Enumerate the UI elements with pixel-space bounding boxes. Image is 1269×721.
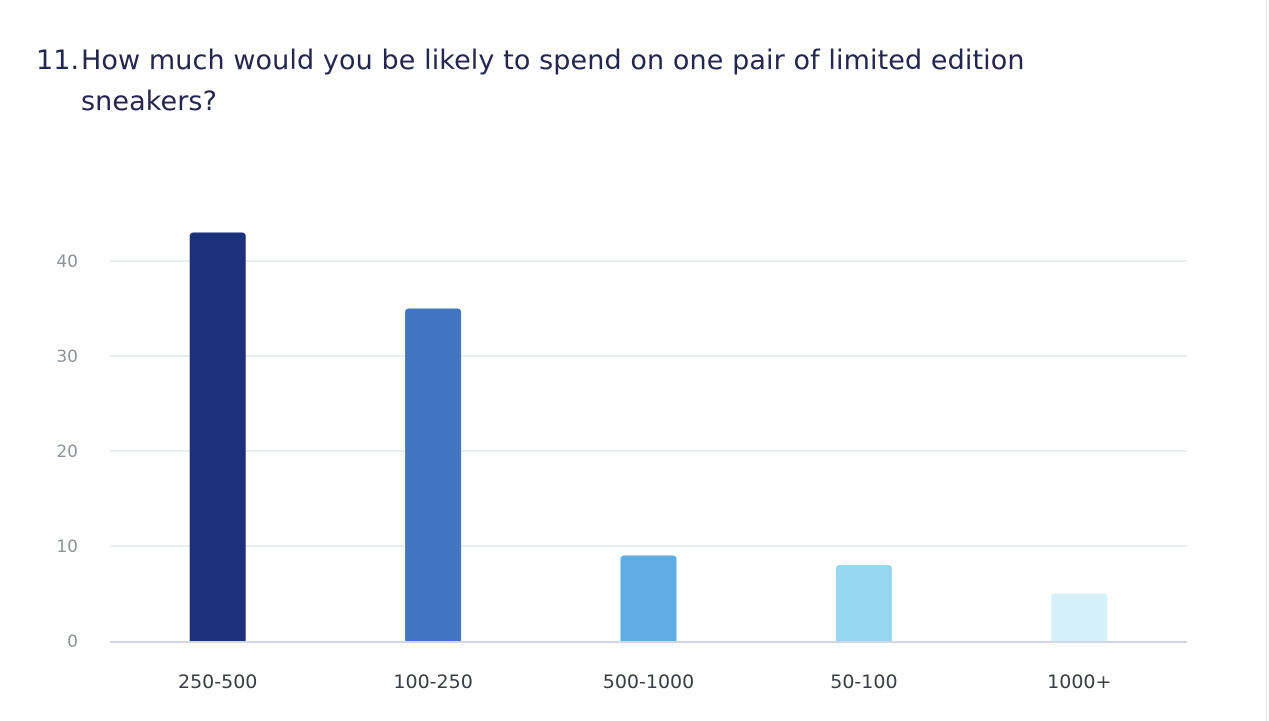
question-number: 11. <box>36 45 80 76</box>
question-title: 11. How much would you be likely to spen… <box>36 40 1156 122</box>
y-axis-ticks: 0 10 20 30 40 <box>56 252 78 652</box>
x-tick-label-500-1000: 500-1000 <box>603 671 694 693</box>
y-tick-label-0: 0 <box>67 632 78 652</box>
bar-1000+[interactable] <box>1051 593 1108 642</box>
y-tick-label-20: 20 <box>56 442 78 462</box>
x-tick-label-250-500: 250-500 <box>178 671 257 693</box>
bar-250-500[interactable] <box>189 232 246 642</box>
bar-100-250[interactable] <box>405 308 462 642</box>
x-tick-label-100-250: 100-250 <box>393 671 472 693</box>
y-tick-label-10: 10 <box>56 537 78 557</box>
question-text: How much would you be likely to spend on… <box>81 45 1025 117</box>
y-tick-label-30: 30 <box>56 347 78 367</box>
x-tick-label-1000+: 1000+ <box>1047 671 1111 693</box>
x-tick-label-50-100: 50-100 <box>830 671 897 693</box>
y-tick-label-40: 40 <box>56 252 78 272</box>
bar-50-100[interactable] <box>835 565 892 641</box>
bars <box>189 232 1108 642</box>
x-axis-labels: 250-500 100-250 500-1000 50-100 1000+ <box>178 671 1111 693</box>
bar-500-1000[interactable] <box>620 555 677 642</box>
grid-lines <box>110 260 1187 547</box>
